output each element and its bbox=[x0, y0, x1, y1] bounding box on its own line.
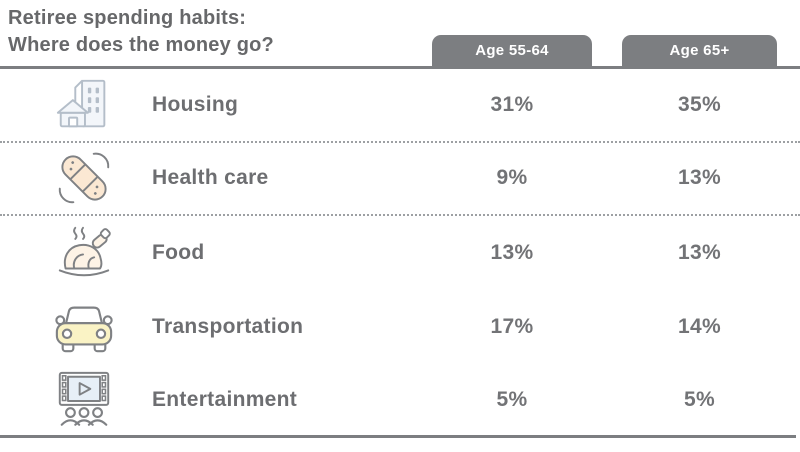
icon-cell bbox=[0, 222, 152, 284]
housing-icon bbox=[51, 74, 117, 136]
value-age-65-plus: 35% bbox=[678, 92, 721, 116]
table-row-health-care: Health care 9% 13% bbox=[0, 143, 800, 217]
bottom-rule bbox=[0, 435, 796, 438]
value-age-65-plus: 13% bbox=[678, 240, 721, 264]
tab-age-55-64: Age 55-64 bbox=[432, 35, 592, 66]
table-row-entertainment: Entertainment 5% 5% bbox=[0, 363, 800, 437]
icon-cell bbox=[0, 74, 152, 136]
food-icon bbox=[51, 222, 117, 284]
table-row-transportation: Transportation 17% 14% bbox=[0, 290, 800, 364]
transportation-icon bbox=[50, 296, 118, 358]
table-row-food: Food 13% 13% bbox=[0, 216, 800, 290]
value-age-65-plus: 13% bbox=[678, 166, 721, 190]
row-label: Housing bbox=[152, 92, 239, 116]
table-row-housing: Housing 31% 35% bbox=[0, 69, 800, 143]
tab-age-55-64-label: Age 55-64 bbox=[475, 42, 549, 59]
page-title-line-1: Retiree spending habits: bbox=[8, 7, 247, 29]
header: Retiree spending habits: Where does the … bbox=[0, 0, 800, 69]
value-age-55-64: 17% bbox=[490, 314, 534, 338]
tab-age-65-plus-label: Age 65+ bbox=[669, 42, 730, 59]
row-label: Health care bbox=[152, 166, 269, 190]
entertainment-icon bbox=[52, 369, 116, 431]
icon-cell bbox=[0, 147, 152, 209]
row-label: Food bbox=[152, 240, 205, 264]
health-care-icon bbox=[52, 147, 116, 209]
value-age-55-64: 31% bbox=[490, 92, 534, 116]
row-label: Transportation bbox=[152, 314, 304, 338]
row-label: Entertainment bbox=[152, 388, 298, 412]
page-title: Retiree spending habits: Where does the … bbox=[8, 5, 274, 59]
value-age-55-64: 5% bbox=[496, 388, 528, 412]
icon-cell bbox=[0, 369, 152, 431]
value-age-65-plus: 14% bbox=[678, 314, 721, 338]
value-age-55-64: 13% bbox=[490, 240, 534, 264]
icon-cell bbox=[0, 296, 152, 358]
page-title-line-2: Where does the money go? bbox=[8, 34, 274, 56]
value-age-55-64: 9% bbox=[496, 166, 528, 190]
tab-age-65-plus: Age 65+ bbox=[622, 35, 777, 66]
value-age-65-plus: 5% bbox=[684, 388, 715, 412]
